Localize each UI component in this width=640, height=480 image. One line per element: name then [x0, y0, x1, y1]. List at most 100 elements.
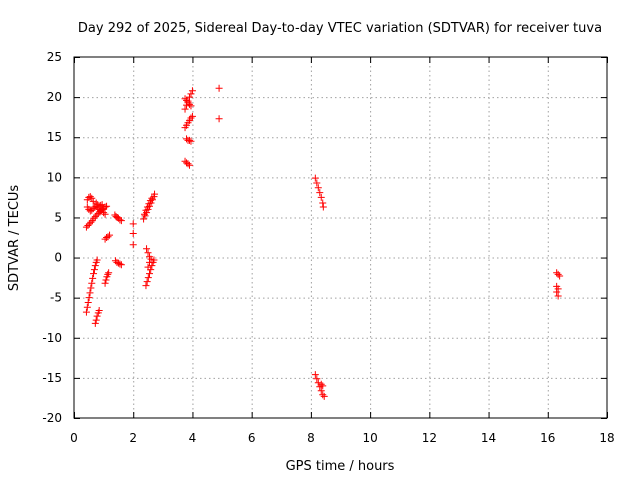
data-point [91, 213, 99, 221]
data-point [129, 229, 137, 237]
data-point [91, 262, 99, 270]
data-point [188, 87, 196, 95]
data-point [93, 312, 101, 320]
data-point [143, 278, 151, 286]
data-point [95, 202, 103, 210]
data-point [87, 284, 95, 292]
x-axis-label: GPS time / hours [286, 459, 395, 474]
data-point [84, 298, 92, 306]
data-point [141, 212, 149, 220]
plot-frame [73, 56, 608, 419]
data-point [101, 210, 109, 218]
data-point [93, 256, 101, 264]
data-point [92, 199, 100, 207]
data-point [89, 197, 97, 205]
data-point [554, 292, 562, 300]
data-point [92, 316, 100, 324]
data-point [90, 214, 98, 222]
data-point [144, 263, 152, 271]
x-tick-label: 6 [248, 431, 256, 445]
y-tick-label: -10 [42, 331, 62, 345]
data-point [151, 190, 159, 198]
x-tick-label: 2 [129, 431, 137, 445]
data-point [319, 203, 327, 211]
data-point [140, 210, 148, 218]
x-tick-label: 10 [362, 431, 377, 445]
data-point [88, 206, 96, 214]
data-point [97, 201, 105, 209]
x-tick-label: 16 [540, 431, 555, 445]
data-point [102, 276, 110, 284]
y-tick-label: 0 [54, 251, 62, 265]
data-point [319, 382, 327, 390]
data-point [140, 215, 148, 223]
y-tick-labels: -20 -15 -10 -5 0 5 10 15 20 25 [42, 50, 62, 425]
data-point [100, 209, 108, 217]
data-point [103, 202, 111, 210]
data-point [82, 223, 90, 231]
data-point [317, 380, 325, 388]
data-point [117, 261, 125, 269]
data-point [113, 258, 121, 266]
data-point [187, 137, 195, 145]
data-point [94, 209, 102, 217]
data-point [104, 270, 112, 278]
data-point [553, 269, 561, 277]
data-point [93, 211, 101, 219]
data-point [314, 379, 322, 387]
data-point [185, 161, 193, 169]
data-point [185, 100, 193, 108]
data-point [181, 95, 189, 103]
data-point [144, 249, 152, 257]
data-point [86, 193, 94, 201]
chart-title: Day 292 of 2025, Sidereal Day-to-day VTE… [78, 21, 602, 36]
data-point [143, 245, 151, 253]
data-point [116, 260, 124, 268]
data-point [311, 174, 319, 182]
y-tick-label: -20 [42, 411, 62, 425]
data-point [95, 307, 103, 315]
y-tick-label: -15 [42, 371, 62, 385]
data-point [554, 285, 562, 293]
data-points [82, 84, 564, 400]
data-point [313, 179, 321, 187]
data-point [85, 220, 93, 228]
data-point [317, 193, 325, 201]
data-point [142, 282, 150, 290]
data-point [187, 102, 195, 110]
data-point [104, 233, 112, 241]
data-point [311, 371, 319, 379]
data-point [106, 231, 114, 239]
data-point [101, 279, 109, 287]
data-point [147, 255, 155, 263]
y-axis-label: SDTVAR / TECUs [7, 185, 22, 292]
data-point [317, 387, 325, 395]
data-point [114, 259, 122, 267]
data-point [85, 294, 93, 302]
y-tick-label: 10 [47, 170, 62, 184]
data-point [187, 90, 195, 98]
data-point [90, 270, 98, 278]
data-point [314, 184, 322, 192]
data-point [145, 200, 153, 208]
data-point [90, 266, 98, 274]
y-tick-label: 15 [47, 130, 62, 144]
data-point [88, 194, 96, 202]
x-tick-label: 14 [481, 431, 496, 445]
data-point [313, 375, 321, 383]
data-point [184, 99, 192, 107]
x-tick-label: 18 [599, 431, 614, 445]
x-tick-label: 0 [70, 431, 78, 445]
data-point [88, 279, 96, 287]
y-tick-label: -5 [50, 291, 62, 305]
data-point [148, 194, 156, 202]
data-point [84, 221, 92, 229]
data-point [556, 272, 564, 280]
data-point [87, 218, 95, 226]
data-point [101, 203, 109, 211]
data-point [129, 220, 137, 228]
data-point [316, 189, 324, 197]
data-point [117, 217, 125, 225]
